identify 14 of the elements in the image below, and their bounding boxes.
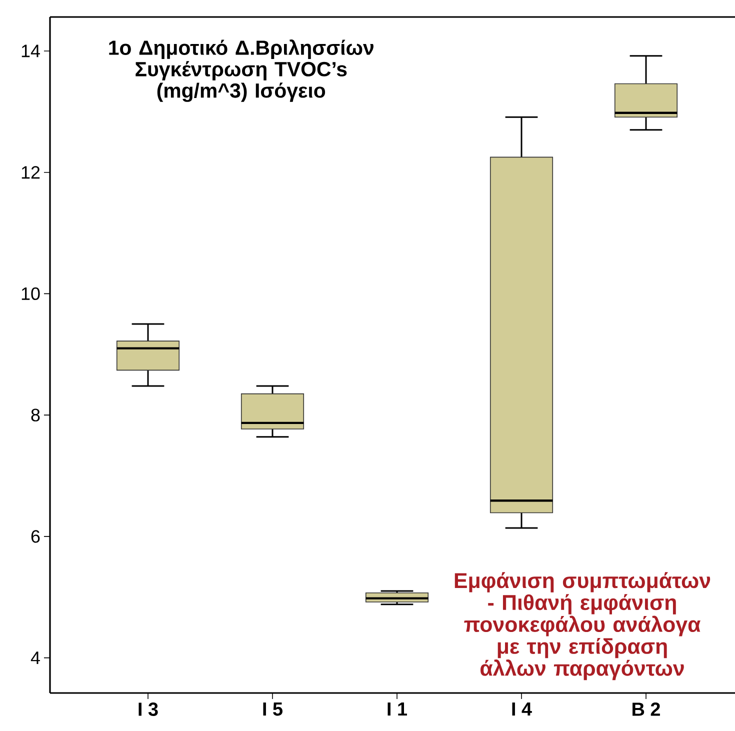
x-tick-label: I 4 xyxy=(512,702,532,716)
text: Συγκέντρωση TVOC’s (mg/m^3) Ισόγειο xyxy=(136,61,347,102)
y-tick-label: 6 xyxy=(31,530,40,543)
y-tick-label: 12 xyxy=(22,166,40,179)
text: 1ο Δημοτικό Δ.Βριλησσίων xyxy=(109,39,374,60)
x-tick-label: I 5 xyxy=(263,702,282,716)
y-tick-label: 14 xyxy=(22,44,40,58)
x-tick-label: I 3 xyxy=(138,702,158,716)
y-tick-label: 4 xyxy=(30,652,40,664)
y-tick-label: 8 xyxy=(31,408,40,422)
x-tick-label: B 2 xyxy=(632,702,660,716)
x-tick-label: I 1 xyxy=(388,702,407,716)
y-tick-label: 10 xyxy=(22,287,40,300)
annotation: Εμφάνιση συμπτωμάτων - Πιθανή εμφάνιση πονοκεφάλου ανάλογα με την επίδραση άλλων παραγόντων xyxy=(454,572,710,680)
